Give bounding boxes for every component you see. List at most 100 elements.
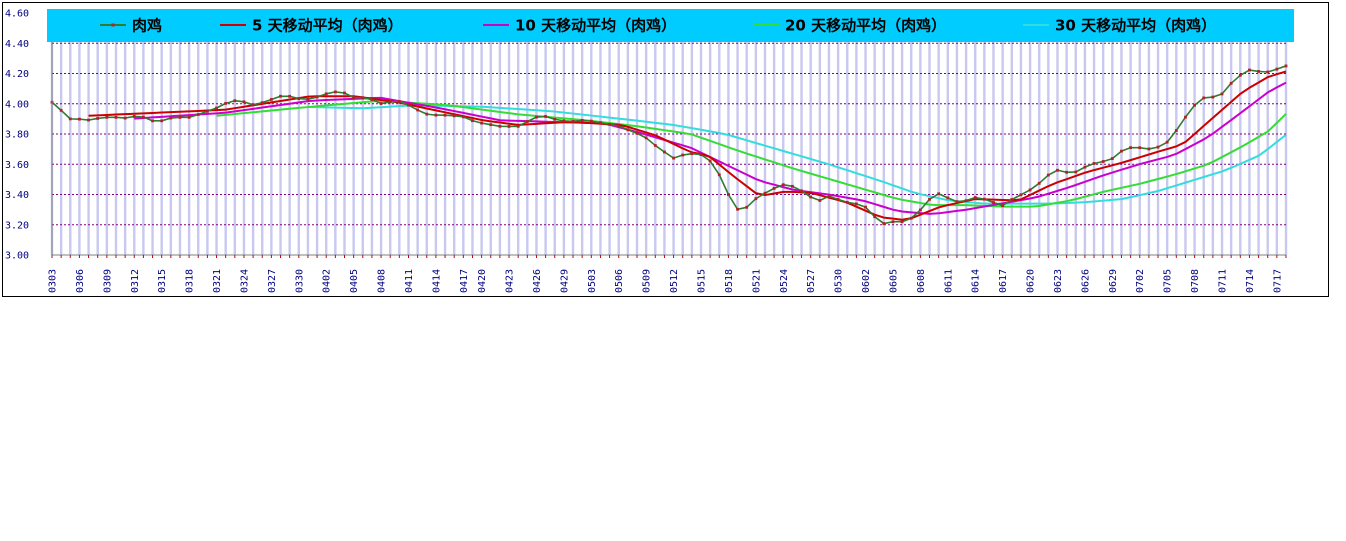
y-tick-label: 4.20 xyxy=(5,69,29,80)
data-point xyxy=(1056,168,1059,172)
background-bar xyxy=(169,13,173,255)
data-point xyxy=(818,199,822,202)
data-point xyxy=(1083,165,1087,169)
data-point xyxy=(781,183,785,187)
y-tick-label: 3.80 xyxy=(5,130,29,141)
data-point xyxy=(882,222,886,225)
x-tick-label: 0623 xyxy=(1053,269,1064,293)
x-tick-label: 0521 xyxy=(751,269,762,293)
background-bar xyxy=(617,13,620,255)
data-point xyxy=(1156,145,1160,149)
background-bar xyxy=(964,13,968,255)
data-point xyxy=(224,101,228,105)
data-point xyxy=(1257,70,1260,73)
background-bar xyxy=(681,13,684,255)
data-point xyxy=(672,156,675,160)
series-lines xyxy=(51,65,1287,225)
background-bar xyxy=(846,13,849,255)
x-tick-labels: 0303 0306 0309 0312 0315 0318 0321 0324 0327 0330… xyxy=(48,269,1284,293)
data-point xyxy=(205,109,209,113)
data-point xyxy=(461,115,465,119)
data-point xyxy=(626,128,630,132)
background-bar xyxy=(974,13,977,255)
data-point xyxy=(580,118,584,122)
data-point xyxy=(937,192,941,196)
background-bar xyxy=(1138,13,1141,255)
background-bar xyxy=(745,13,748,255)
data-point xyxy=(498,124,502,128)
data-point xyxy=(690,152,694,156)
background-bar xyxy=(809,13,812,255)
background-bar xyxy=(462,13,465,255)
data-point xyxy=(745,205,749,209)
data-point xyxy=(269,98,273,101)
data-point xyxy=(1092,162,1096,165)
legend-band xyxy=(47,9,1294,42)
x-tick-label: 0402 xyxy=(322,269,333,293)
legend-marker xyxy=(111,23,115,27)
data-point xyxy=(599,121,602,125)
data-point xyxy=(1220,92,1224,96)
data-point xyxy=(187,115,191,119)
background-bar xyxy=(69,13,72,255)
background-bar xyxy=(1010,13,1013,255)
data-point xyxy=(388,100,392,104)
background-bar xyxy=(562,13,566,255)
data-point xyxy=(1110,157,1114,160)
x-tick-label: 0309 xyxy=(102,269,113,293)
x-tick-label: 0611 xyxy=(943,269,954,293)
background-bar xyxy=(772,13,776,255)
x-tick-label: 0705 xyxy=(1163,269,1174,293)
data-point xyxy=(471,119,474,123)
background-bar xyxy=(526,13,529,255)
background-bar xyxy=(370,13,374,255)
data-point xyxy=(425,112,429,116)
x-tick-label: 0527 xyxy=(806,269,817,293)
data-point xyxy=(946,196,950,200)
y-tick-label: 3.20 xyxy=(5,220,29,231)
data-point xyxy=(59,108,63,112)
x-tick-label: 0708 xyxy=(1190,269,1201,293)
data-point xyxy=(105,115,109,119)
background-bar xyxy=(1202,13,1205,255)
data-point xyxy=(544,115,547,118)
data-point xyxy=(489,123,493,127)
y-tick-labels: 3.00 3.20 3.40 3.60 3.80 4.00 4.20 4.40 4.60 xyxy=(5,9,29,262)
data-point xyxy=(1019,193,1023,197)
axes xyxy=(51,13,1287,258)
background-bar xyxy=(553,13,556,255)
background-bar xyxy=(1074,13,1077,255)
x-tick-label: 0426 xyxy=(532,269,543,293)
data-point xyxy=(87,118,90,122)
data-point xyxy=(836,197,840,201)
data-point xyxy=(635,131,639,135)
data-point xyxy=(1229,81,1233,85)
data-point xyxy=(699,153,703,157)
data-point xyxy=(708,159,712,163)
data-point xyxy=(333,90,337,94)
data-point xyxy=(352,96,356,99)
x-tick-label: 0303 xyxy=(48,269,59,293)
background-bar xyxy=(297,13,300,255)
data-point xyxy=(992,201,995,204)
legend-label-ma10: 10 天移动平均（肉鸡） xyxy=(515,17,676,35)
data-point xyxy=(1001,204,1005,208)
gridlines xyxy=(52,42,1286,226)
data-point xyxy=(918,208,922,212)
data-point xyxy=(571,119,575,123)
background-bar xyxy=(1156,13,1160,255)
background-bar xyxy=(133,13,136,255)
data-point xyxy=(854,202,858,206)
data-point xyxy=(1165,140,1169,144)
data-point xyxy=(279,94,282,98)
background-bar xyxy=(142,13,145,255)
data-point xyxy=(196,113,200,116)
background-bar xyxy=(654,13,657,255)
data-point xyxy=(169,116,173,120)
background-bar xyxy=(334,13,337,255)
y-tick-label: 3.40 xyxy=(5,190,29,201)
x-tick-label: 0503 xyxy=(587,269,598,293)
x-tick-label: 0312 xyxy=(130,269,141,293)
data-point xyxy=(562,119,566,123)
data-point xyxy=(132,115,136,118)
